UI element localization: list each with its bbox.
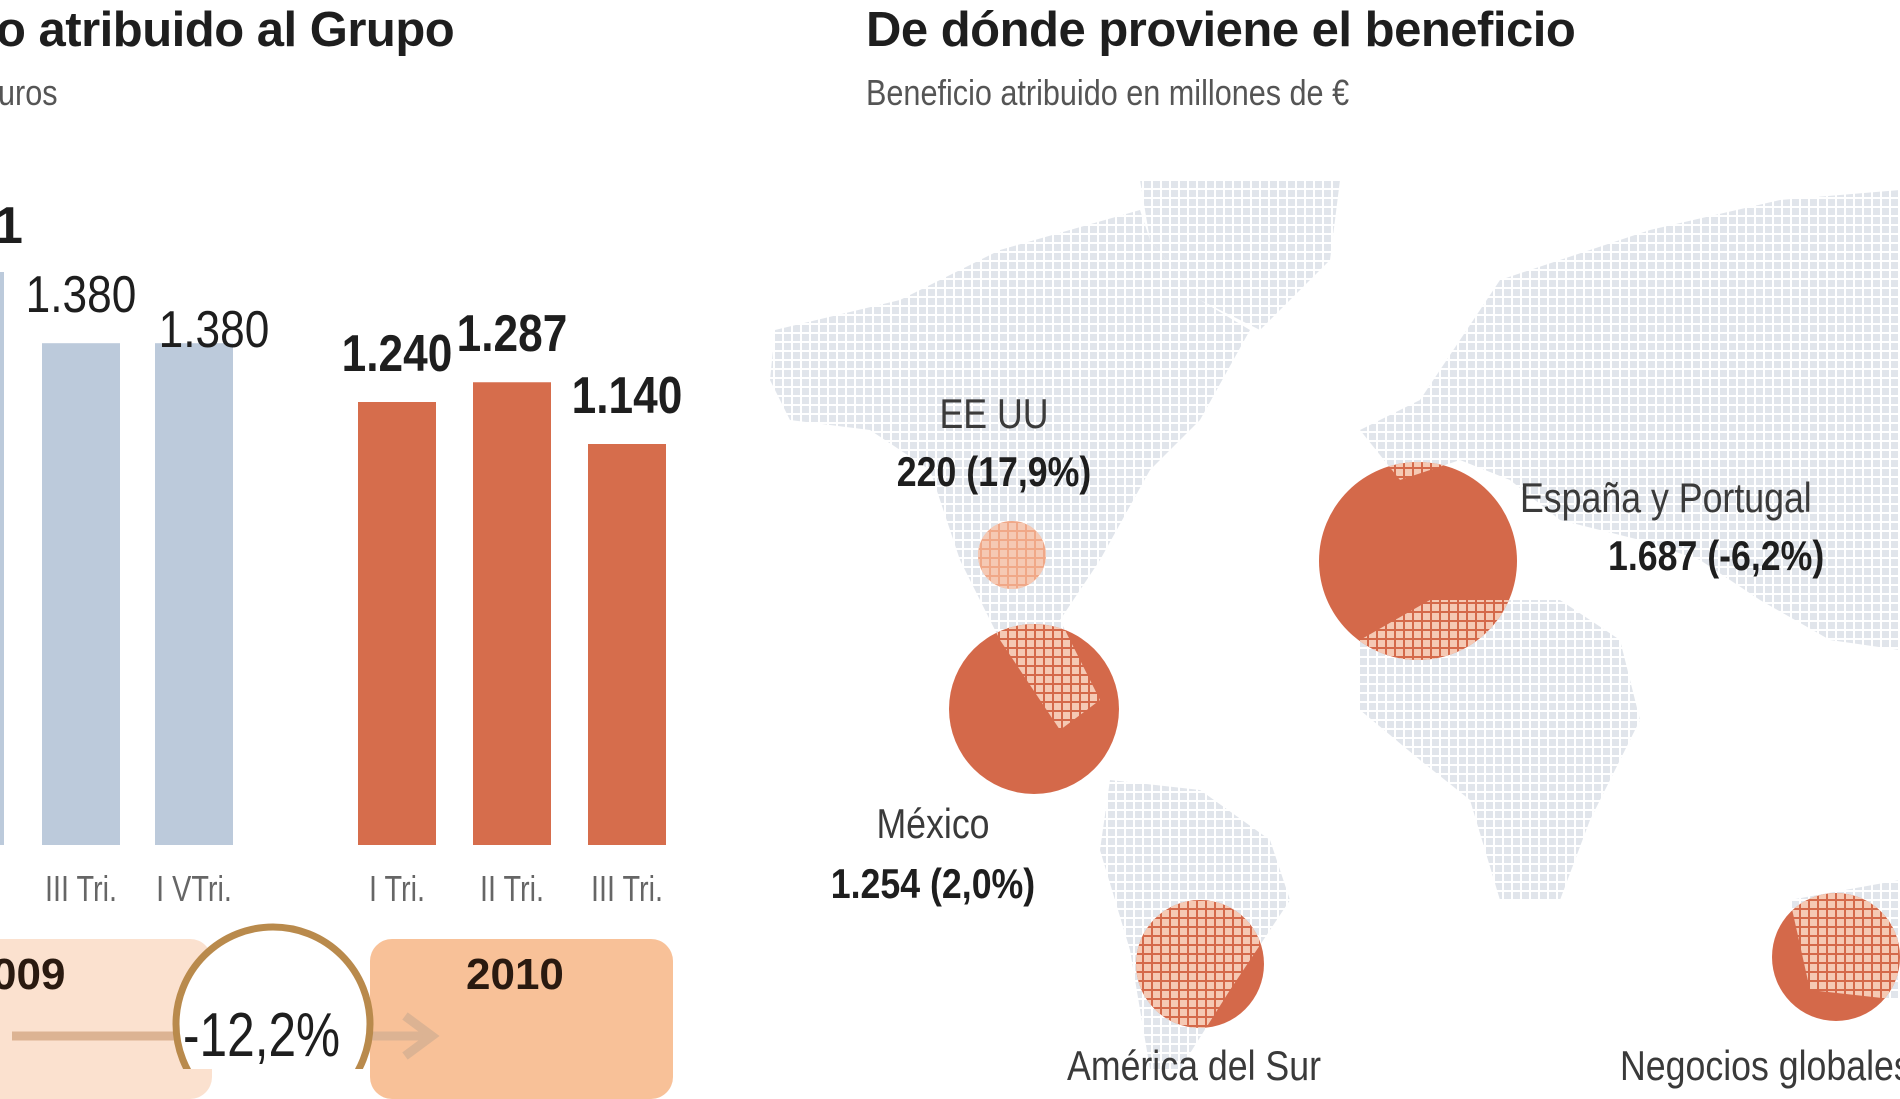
region-bubble-america-del-sur[interactable] (770, 180, 1900, 1069)
change-ring (172, 923, 374, 1069)
change-arrow-head (402, 1012, 440, 1060)
year-label-2009: 009 (0, 950, 66, 999)
world-map (770, 180, 1900, 1069)
partial-bar (0, 272, 4, 845)
left-chart-subtitle: uros (0, 72, 58, 113)
bar-1 (155, 343, 233, 845)
bar-4 (588, 444, 666, 845)
region-bubble-espana-portugal[interactable] (770, 180, 1900, 1069)
bar-value-label: 1.287 (456, 305, 568, 364)
bar-0 (42, 343, 120, 845)
category-label: III Tri. (45, 868, 117, 909)
bar-3 (473, 382, 551, 845)
region-name-america-del-sur: América del Sur (1067, 1042, 1321, 1089)
map-landmass (770, 180, 1900, 1069)
region-bubble-negocios-globales[interactable] (770, 180, 1900, 1069)
bar-value-label: 1.380 (25, 266, 137, 325)
region-value-espana-portugal: 1.687 (-6,2%) (1608, 532, 1825, 579)
region-name-mexico: México (876, 800, 990, 847)
region-name-espana-portugal: España y Portugal (1520, 474, 1812, 521)
bar-2 (358, 402, 436, 845)
category-label: I VTri. (156, 868, 232, 909)
category-label: I Tri. (369, 868, 425, 909)
region-bubble-mexico[interactable] (770, 180, 1900, 1069)
region-name-eeuu: EE UU (939, 390, 1049, 437)
year-label-2010: 2010 (466, 950, 564, 999)
region-name-negocios-globales: Negocios globales (1620, 1042, 1900, 1089)
bar-value-label: 1.380 (158, 301, 270, 360)
left-chart-title: o atribuido al Grupo (0, 3, 455, 57)
bar-value-label: 1.240 (341, 325, 453, 383)
map-title: De dónde proviene el beneficio (866, 3, 1576, 57)
partial-value-label: 1 (0, 197, 23, 255)
bar-value-label: 1.140 (571, 367, 683, 425)
region-value-eeuu: 220 (17,9%) (896, 448, 1092, 495)
map-subtitle: Beneficio atribuido en millones de € (866, 72, 1350, 113)
region-bubble-eeuu[interactable] (770, 180, 1900, 1069)
category-label: II Tri. (480, 868, 544, 909)
change-percent: -12,2% (183, 1001, 341, 1070)
bar-chart (12, 343, 666, 1069)
region-value-mexico: 1.254 (2,0%) (830, 860, 1036, 907)
category-label: III Tri. (591, 868, 663, 909)
